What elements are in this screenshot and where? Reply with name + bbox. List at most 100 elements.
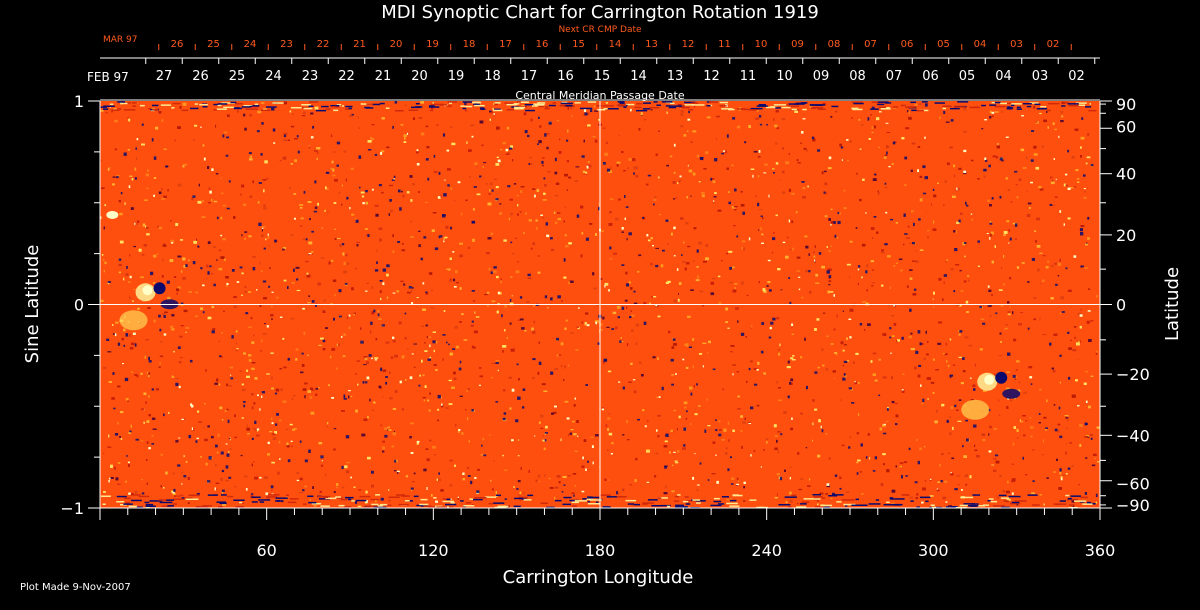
negative-flux-speck — [373, 309, 376, 313]
polar-streak — [636, 109, 648, 112]
map-noise-speck — [450, 484, 452, 487]
map-noise-speck — [163, 148, 167, 150]
map-noise-speck — [495, 360, 500, 362]
map-noise-speck — [309, 218, 311, 221]
negative-flux-speck — [495, 198, 499, 201]
map-noise-speck — [912, 293, 917, 296]
map-noise-speck — [919, 447, 922, 451]
map-noise-speck — [671, 374, 674, 376]
map-noise-speck — [308, 241, 313, 245]
map-noise-speck — [1034, 121, 1038, 123]
negative-flux-speck — [165, 165, 168, 168]
negative-flux-speck — [872, 470, 876, 472]
map-noise-speck — [532, 330, 536, 334]
polar-streak — [916, 506, 920, 508]
polar-streak — [875, 499, 880, 501]
map-noise-speck — [953, 174, 956, 178]
map-noise-speck — [461, 212, 463, 216]
map-noise-speck — [104, 261, 107, 265]
polar-streak — [213, 109, 218, 111]
negative-flux-speck — [915, 350, 919, 354]
map-noise-speck — [367, 456, 371, 460]
map-noise-speck — [162, 313, 165, 316]
negative-flux-speck — [226, 207, 230, 210]
negative-flux-speck — [522, 388, 526, 391]
positive-flux-speck — [1059, 210, 1062, 213]
map-noise-speck — [974, 449, 978, 451]
map-noise-speck — [963, 280, 967, 283]
map-noise-speck — [732, 429, 735, 432]
negative-flux-speck — [587, 500, 591, 503]
negative-flux-speck — [556, 337, 559, 341]
map-noise-speck — [348, 395, 350, 399]
map-noise-speck — [148, 372, 150, 375]
map-noise-speck — [651, 295, 655, 298]
map-noise-speck — [272, 437, 277, 440]
map-noise-speck — [177, 126, 181, 129]
polar-streak — [791, 108, 797, 111]
map-noise-speck — [927, 340, 929, 343]
polar-streak — [942, 105, 952, 107]
map-noise-speck — [994, 245, 996, 248]
polar-streak — [1088, 109, 1097, 112]
map-noise-speck — [895, 222, 899, 224]
polar-streak — [855, 498, 859, 501]
polar-streak — [1000, 497, 1010, 499]
map-noise-speck — [141, 439, 143, 442]
map-noise-speck — [565, 319, 568, 322]
map-noise-speck — [882, 453, 886, 456]
map-noise-speck — [175, 378, 179, 379]
map-noise-speck — [292, 428, 296, 431]
polar-streak — [289, 498, 299, 500]
positive-flux-speck — [256, 428, 260, 431]
negative-flux-speck — [141, 123, 144, 126]
map-noise-speck — [523, 112, 527, 116]
map-noise-speck — [569, 280, 574, 283]
polar-streak — [1080, 496, 1088, 499]
map-noise-speck — [607, 417, 611, 420]
map-noise-speck — [374, 204, 379, 207]
map-noise-speck — [830, 116, 833, 118]
polar-streak — [765, 106, 777, 109]
map-noise-speck — [325, 327, 328, 329]
negative-flux-speck — [671, 383, 674, 386]
map-noise-speck — [1043, 416, 1047, 419]
map-noise-speck — [311, 251, 314, 253]
map-noise-speck — [171, 328, 175, 331]
map-noise-speck — [945, 121, 950, 123]
map-noise-speck — [893, 265, 896, 268]
polar-streak — [516, 101, 521, 103]
map-noise-speck — [899, 462, 904, 464]
map-noise-speck — [488, 193, 492, 195]
map-noise-speck — [671, 490, 675, 493]
map-noise-speck — [1015, 184, 1018, 186]
map-noise-speck — [923, 357, 926, 361]
negative-flux-speck — [515, 419, 519, 423]
map-noise-speck — [682, 104, 685, 107]
positive-flux-speck — [129, 275, 132, 279]
polar-streak — [202, 505, 212, 507]
map-noise-speck — [508, 376, 512, 379]
positive-flux-speck — [178, 385, 181, 389]
map-noise-speck — [241, 272, 244, 275]
map-noise-speck — [622, 230, 624, 232]
polar-streak — [653, 101, 658, 103]
map-noise-speck — [144, 199, 148, 201]
map-noise-speck — [1073, 326, 1077, 328]
map-noise-speck — [144, 355, 146, 359]
map-noise-speck — [471, 124, 475, 126]
positive-flux-speck — [163, 333, 167, 336]
map-noise-speck — [388, 499, 391, 502]
positive-flux-speck — [1008, 242, 1010, 244]
map-noise-speck — [177, 495, 181, 497]
map-noise-speck — [198, 421, 203, 423]
map-noise-speck — [355, 218, 357, 220]
map-noise-speck — [421, 359, 423, 363]
polar-streak — [103, 105, 115, 107]
map-noise-speck — [1075, 169, 1079, 172]
map-noise-speck — [248, 326, 253, 328]
map-noise-speck — [532, 188, 536, 190]
map-noise-speck — [182, 277, 186, 280]
polar-streak — [684, 104, 695, 106]
negative-flux-speck — [311, 230, 314, 233]
